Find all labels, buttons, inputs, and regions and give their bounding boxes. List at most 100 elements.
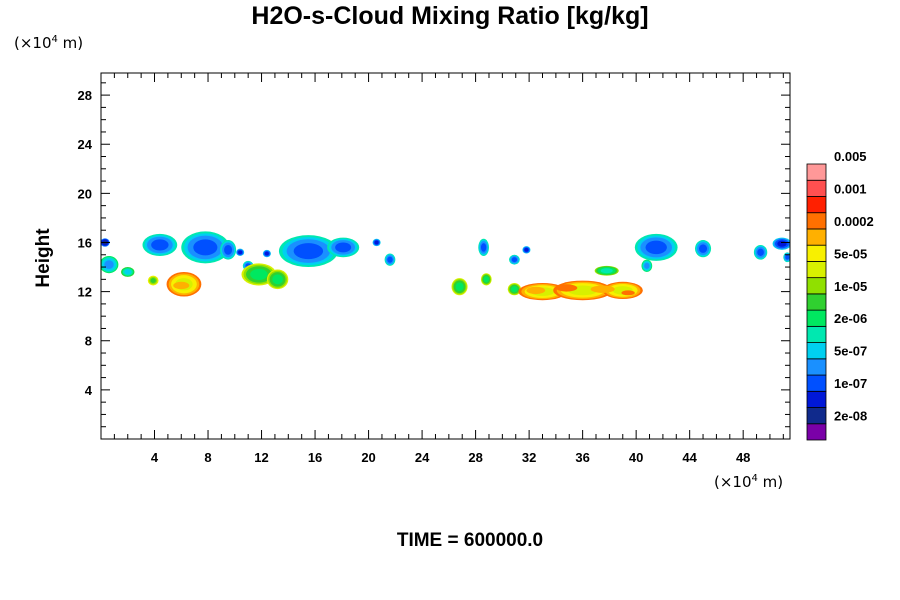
- colorbar-swatch: [806, 277, 827, 295]
- cloud-region-12-band-4: [264, 251, 269, 256]
- colorbar-swatch: [806, 163, 827, 181]
- cloud-region-13-band-4: [272, 274, 283, 285]
- cloud-highlight-5: [173, 281, 190, 290]
- x-tick-label: 40: [629, 450, 643, 465]
- cloud-region-22: [522, 246, 531, 254]
- cloud-region-8: [220, 240, 237, 260]
- colorbar-swatch: [806, 261, 827, 279]
- colorbar-label: 2e-08: [834, 409, 867, 424]
- x-tick-label: 36: [575, 450, 589, 465]
- cloud-region-31-band-4: [757, 248, 764, 256]
- cloud-region-28: [634, 233, 678, 261]
- cloud-region-20: [480, 273, 492, 286]
- cloud-region-32-band-4: [777, 240, 787, 247]
- y-tick-label: 4: [85, 383, 93, 398]
- colorbar-swatch: [806, 325, 827, 343]
- cloud-region-30: [695, 240, 712, 258]
- x-unit-suffix: m): [757, 473, 784, 491]
- x-unit-exponent: 4: [751, 473, 758, 484]
- cloud-highlight-2: [555, 284, 578, 292]
- y-tick-label: 16: [78, 235, 92, 250]
- cloud-highlight-1: [526, 286, 546, 295]
- x-tick-label: 28: [468, 450, 482, 465]
- y-axis-label: Height: [33, 228, 54, 288]
- chart-title: H2O-s-Cloud Mixing Ratio [kg/kg]: [251, 2, 649, 30]
- colorbar-label: 5e-05: [834, 246, 867, 261]
- y-unit-prefix: (×10: [14, 34, 52, 52]
- cloud-region-5-band-4: [151, 239, 169, 251]
- y-tick-label: 12: [78, 285, 92, 300]
- colorbar-label: 1e-07: [834, 376, 867, 391]
- x-axis-unit: (×104 m): [714, 473, 783, 491]
- cloud-region-21-band-4: [511, 257, 518, 263]
- cloud-region-3-band-4: [124, 269, 132, 275]
- cloud-region-30-band-4: [699, 244, 708, 253]
- colorbar-swatch: [806, 228, 827, 246]
- y-tick-label: 28: [78, 88, 92, 103]
- cloud-region-12: [262, 249, 271, 258]
- colorbar-label: 5e-07: [834, 344, 867, 359]
- y-tick-label: 24: [78, 137, 93, 152]
- colorbar-swatch: [806, 390, 827, 408]
- cloud-region-9-band-4: [238, 250, 243, 255]
- cloud-region-19: [478, 238, 489, 256]
- cloud-region-7: [181, 231, 230, 264]
- cloud-region-22-band-4: [524, 248, 529, 252]
- cloud-region-28-band-4: [645, 240, 667, 255]
- colorbar-swatch: [806, 374, 827, 392]
- cloud-region-15-band-4: [335, 242, 352, 253]
- x-tick-label: 24: [415, 450, 430, 465]
- x-tick-label: 4: [151, 450, 159, 465]
- cloud-region-13: [266, 269, 289, 290]
- cloud-region-5: [142, 233, 178, 256]
- cloud-region-16-band-4: [374, 240, 379, 245]
- cloud-region-7-band-4: [193, 239, 218, 256]
- cloud-region-17: [384, 253, 396, 266]
- colorbar-swatch: [806, 358, 827, 376]
- cloud-region-19-band-4: [480, 243, 487, 252]
- cloud-region-16: [372, 238, 381, 247]
- cloud-field-layer: [101, 231, 790, 301]
- cloud-region-31: [753, 244, 768, 260]
- cloud-region-29: [641, 259, 653, 272]
- colorbar-label: 0.005: [834, 149, 867, 164]
- cloud-region-23-band-4: [511, 286, 518, 293]
- y-axis-unit: (×104 m): [14, 34, 83, 52]
- cloud-region-23: [507, 283, 522, 296]
- colorbar-label: 1e-05: [834, 279, 867, 294]
- colorbar-label: 2e-06: [834, 311, 867, 326]
- x-unit-prefix: (×10: [714, 473, 752, 491]
- colorbar-swatch: [806, 423, 827, 441]
- cloud-region-3: [121, 267, 135, 277]
- x-tick-label: 12: [254, 450, 268, 465]
- cloud-region-4: [147, 275, 159, 286]
- x-tick-label: 20: [361, 450, 375, 465]
- colorbar-swatch: [806, 212, 827, 230]
- y-tick-label: 20: [78, 186, 92, 201]
- cloud-region-32: [772, 237, 790, 250]
- cloud-region-11-band-4: [250, 268, 268, 280]
- x-tick-label: 32: [522, 450, 536, 465]
- time-label: TIME = 600000.0: [396, 530, 544, 551]
- x-tick-label: 16: [308, 450, 322, 465]
- cloud-region-20-band-4: [483, 276, 489, 283]
- plot-frame: [100, 72, 791, 440]
- cloud-region-15: [327, 237, 360, 258]
- colorbar-label: 0.0002: [834, 214, 874, 229]
- cloud-region-14: [278, 235, 338, 268]
- cloud-region-33-band-4: [785, 254, 790, 260]
- x-tick-label: 48: [736, 450, 750, 465]
- cloud-region-27-band-4: [600, 268, 613, 274]
- cloud-region-14-band-4: [293, 243, 324, 260]
- cloud-region-2-band-4: [104, 260, 114, 269]
- cloud-region-4-band-4: [150, 278, 156, 284]
- colorbar-swatch: [806, 244, 827, 262]
- colorbar-swatch: [806, 342, 827, 360]
- cloud-highlight-3: [590, 285, 615, 293]
- colorbar-swatch: [806, 407, 827, 425]
- cloud-region-9: [236, 248, 245, 256]
- y-unit-suffix: m): [57, 34, 84, 52]
- colorbar-swatch: [806, 309, 827, 327]
